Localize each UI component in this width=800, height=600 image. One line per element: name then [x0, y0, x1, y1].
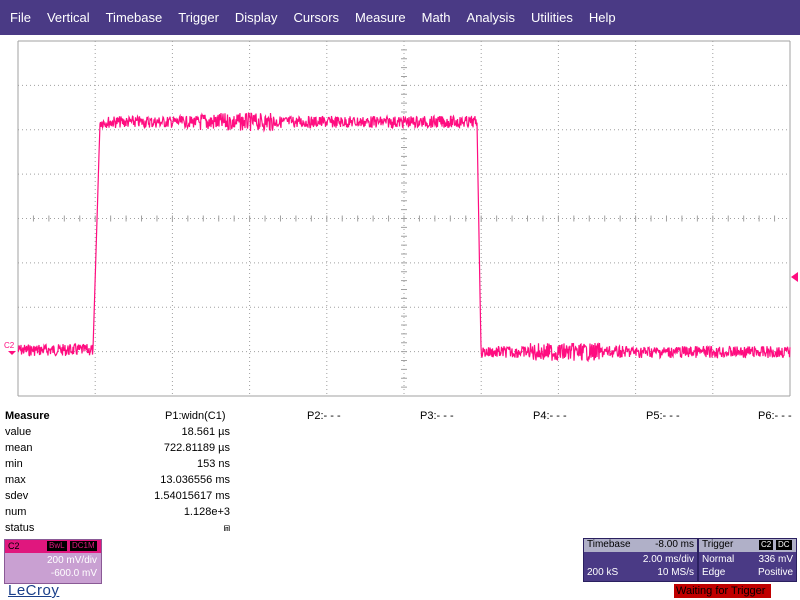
sample-rate: 10 MS/s: [657, 567, 694, 578]
row-label: num: [5, 506, 27, 518]
menu-timebase[interactable]: Timebase: [105, 10, 163, 25]
param-p2[interactable]: P2:- - -: [307, 410, 341, 422]
measure-row-sdev: sdev 1.54015617 ms: [0, 488, 800, 504]
timebase-label: Timebase: [587, 539, 631, 550]
trigger-level: 336 mV: [758, 554, 793, 565]
trigger-source-badge: C2: [759, 540, 774, 550]
row-label: max: [5, 474, 26, 486]
timebase-header: [584, 539, 697, 552]
menu-utilities[interactable]: Utilities: [530, 10, 573, 25]
trigger-slope: Positive: [757, 567, 793, 578]
menu-help[interactable]: Help: [588, 10, 616, 25]
trigger-type: Edge: [702, 567, 726, 578]
measure-row-num: num 1.128e+3: [0, 504, 800, 520]
row-label: value: [5, 426, 32, 438]
waveform-trace-c2: [17, 112, 791, 363]
param-p3[interactable]: P3:- - -: [420, 410, 454, 422]
measure-table: Measure P1:widn(C1) P2:- - - P3:- - - P4…: [0, 408, 800, 538]
measure-title: Measure: [5, 410, 50, 422]
time-per-div: 2.00 ms/div: [642, 554, 694, 565]
row-label: sdev: [5, 490, 29, 502]
menu-trigger[interactable]: Trigger: [178, 10, 219, 25]
menu-display[interactable]: Display: [234, 10, 278, 25]
menu-math[interactable]: Math: [421, 10, 451, 25]
sample-count: 200 kS: [587, 567, 619, 578]
param-p6[interactable]: P6:- - -: [758, 410, 792, 422]
p1-min: 153 ns: [196, 458, 230, 470]
p1-num: 1.128e+3: [183, 506, 230, 518]
channel-offset: -600.0 mV: [50, 568, 97, 579]
measure-row-min: min 153 ns: [0, 456, 800, 472]
volts-per-div: 200 mV/div: [46, 555, 97, 566]
channel-name: C2: [8, 541, 20, 551]
row-label: min: [5, 458, 23, 470]
p1-max: 13.036556 ms: [160, 474, 230, 486]
channel-descriptor-header: C2 BwL DC1M: [5, 540, 101, 553]
channel-offset-marker[interactable]: [8, 351, 16, 355]
channel-marker-label: C2: [4, 341, 15, 350]
grid: C2: [4, 40, 798, 397]
trigger-coupling-badge: DC: [776, 540, 792, 550]
menu-measure[interactable]: Measure: [355, 10, 406, 25]
trigger-descriptor[interactable]: Trigger C2 DC Normal 336 mV Edge Positiv…: [698, 538, 797, 582]
param-p5[interactable]: P5:- - -: [646, 410, 680, 422]
measure-row-status: status ⩎: [0, 520, 800, 536]
measure-row-mean: mean 722.81189 µs: [0, 440, 800, 456]
row-label: status: [5, 522, 35, 534]
trigger-label: Trigger: [702, 539, 734, 550]
menu-analysis[interactable]: Analysis: [466, 10, 515, 25]
lecroy-logo: LeCroy: [8, 582, 60, 599]
p1-mean: 722.81189 µs: [163, 442, 230, 454]
param-p4[interactable]: P4:- - -: [533, 410, 567, 422]
menu-file[interactable]: File: [10, 10, 31, 25]
measure-row-max: max 13.036556 ms: [0, 472, 800, 488]
measure-row-value: value 18.561 µs: [0, 424, 800, 440]
timebase-descriptor[interactable]: Timebase -8.00 ms 2.00 ms/div 200 kS 10 …: [583, 538, 698, 582]
waveform-display[interactable]: C2: [0, 35, 800, 397]
menu-cursors[interactable]: Cursors: [293, 10, 340, 25]
measure-header-row: Measure P1:widn(C1) P2:- - - P3:- - - P4…: [0, 408, 800, 424]
trigger-mode: Normal: [702, 554, 735, 565]
menu-bar: File Vertical Timebase Trigger Display C…: [0, 0, 800, 35]
bandwidth-limit-badge: BwL: [47, 541, 67, 551]
trigger-level-marker[interactable]: [791, 272, 798, 282]
p1-status-icon: ⩎: [223, 522, 230, 534]
coupling-badge: DC1M: [70, 541, 97, 551]
acquisition-status: Waiting for Trigger: [674, 584, 772, 598]
row-label: mean: [5, 442, 33, 454]
p1-value: 18.561 µs: [181, 426, 230, 438]
channel-descriptor-c2[interactable]: C2 BwL DC1M 200 mV/div -600.0 mV: [4, 539, 102, 584]
p1-sdev: 1.54015617 ms: [154, 490, 230, 502]
timebase-delay: -8.00 ms: [655, 539, 694, 550]
param-p1[interactable]: P1:widn(C1): [165, 410, 226, 422]
grid-lines: [17, 40, 791, 397]
menu-vertical[interactable]: Vertical: [46, 10, 90, 25]
